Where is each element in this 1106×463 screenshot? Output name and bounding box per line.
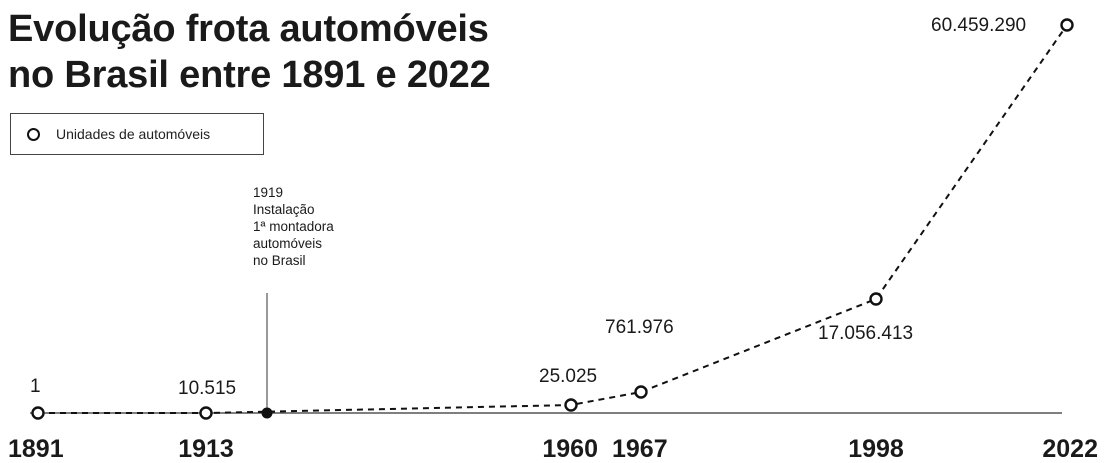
chart-title-line-1: Evolução frota automóveis	[8, 8, 489, 50]
x-tick-label: 1891	[8, 435, 64, 463]
x-tick-label: 1998	[848, 435, 904, 463]
annotation-text-line: Instalação	[253, 202, 315, 217]
annotation-text-line: 1ª montadora	[253, 219, 334, 234]
data-label: 1	[30, 376, 41, 397]
chart-title-line-2: no Brasil entre 1891 e 2022	[8, 54, 491, 96]
data-point	[1060, 18, 1074, 32]
x-tick-label: 1960	[542, 435, 598, 463]
series-line	[38, 24, 1068, 414]
data-label: 60.459.290	[931, 15, 1026, 36]
data-label: 25.025	[539, 366, 597, 387]
data-point	[31, 406, 45, 420]
data-point	[634, 385, 648, 399]
x-tick-label: 2022	[1042, 435, 1098, 463]
annotation-text-line: no Brasil	[253, 253, 306, 268]
legend-marker-icon	[27, 127, 40, 141]
data-point	[869, 292, 883, 306]
data-point	[564, 398, 578, 412]
data-label: 761.976	[605, 317, 674, 338]
data-label: 17.056.413	[818, 323, 913, 344]
legend: Unidades de automóveis	[10, 113, 264, 155]
data-point	[199, 406, 213, 420]
annotation-text-line: automóveis	[253, 236, 322, 251]
legend-label: Unidades de automóveis	[56, 126, 211, 142]
chart-title: Evolução frota automóveis no Brasil entr…	[8, 6, 491, 98]
annotation-dot	[261, 407, 273, 419]
x-tick-label: 1913	[178, 435, 234, 463]
x-tick-label: 1967	[612, 435, 668, 463]
annotation-text-line: 1919	[253, 185, 283, 200]
data-label: 10.515	[178, 378, 236, 399]
